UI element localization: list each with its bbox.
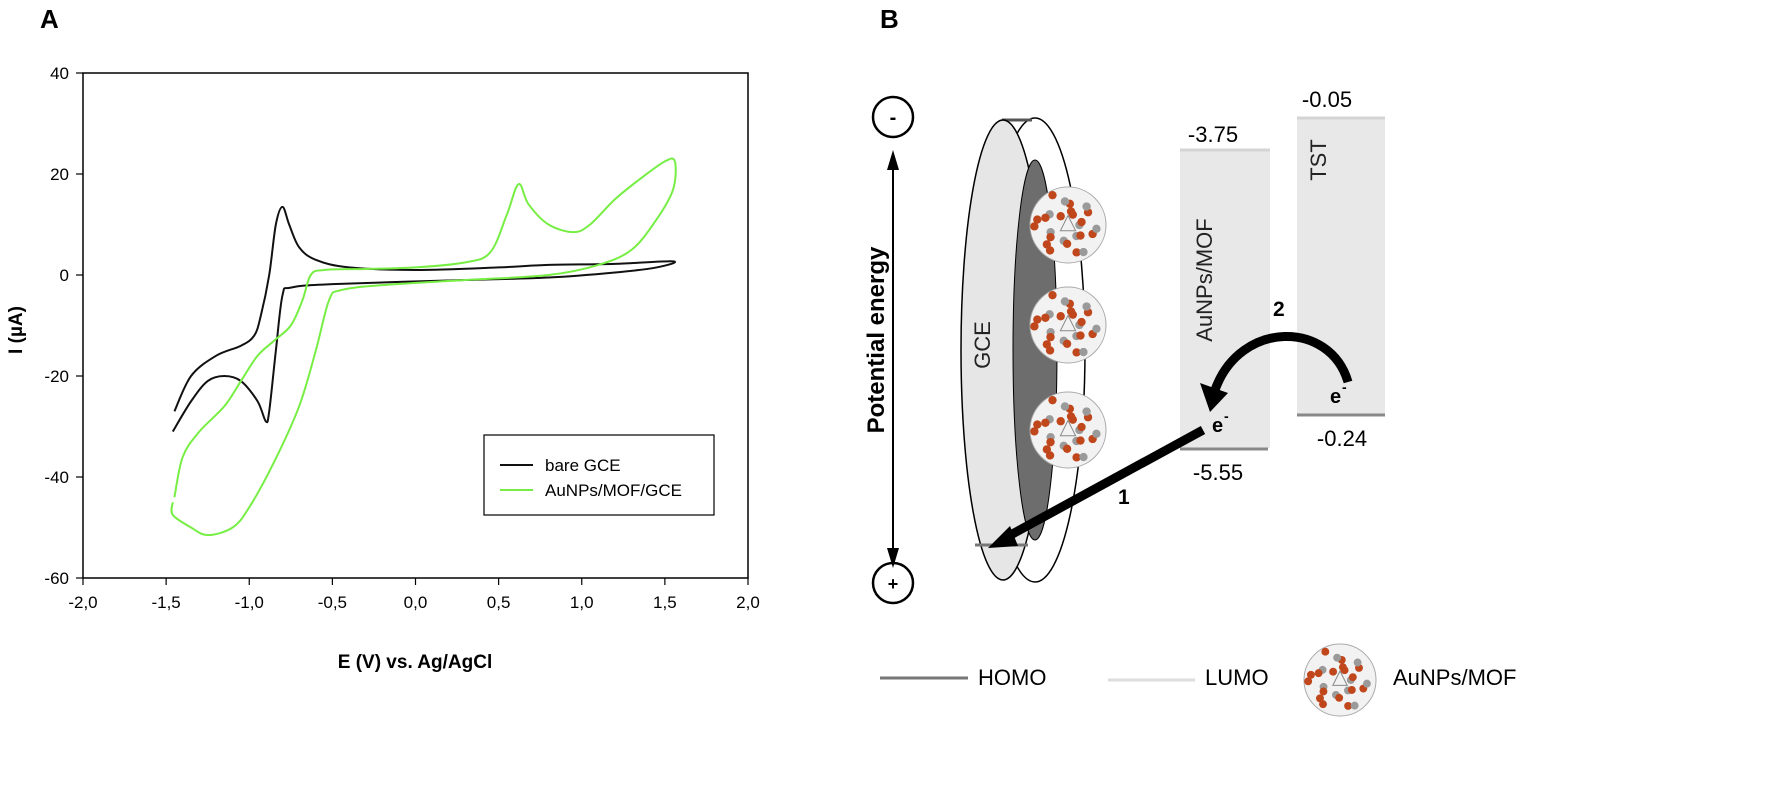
x-tick-label: 1,0	[570, 593, 594, 612]
y-tick-label: -60	[44, 569, 69, 588]
electron-mof: e -	[1212, 408, 1229, 437]
x-tick-label: -1,0	[235, 593, 264, 612]
svg-text:e: e	[1212, 415, 1223, 437]
arrow-2-head-icon	[1200, 383, 1228, 412]
aunps-mof-particles	[1029, 186, 1107, 469]
homo-legend-label: HOMO	[978, 665, 1046, 690]
tst-homo-value: -0.24	[1317, 426, 1367, 451]
x-tick-label: 2,0	[736, 593, 760, 612]
cv-chart: -2,0 -1,5 -1,0 -0,5 0,0 0,5 1,0 1,5 2,0 40 20 0 -20 -…	[6, 64, 760, 673]
transfer-arrow-1-icon	[1002, 426, 1206, 542]
legend-label-aunps-mof-gce: AuNPs/MOF/GCE	[545, 481, 682, 500]
y-tick-label: 20	[50, 165, 69, 184]
x-tick-label: -1,5	[151, 593, 180, 612]
potential-energy-double-arrow-icon	[887, 150, 899, 568]
electron-tst: e -	[1330, 379, 1347, 408]
potential-energy-label: Potential energy	[863, 246, 890, 433]
diagram-legend: HOMO LUMO AuNPs/MOF	[880, 643, 1516, 717]
step-2-label: 2	[1273, 298, 1285, 321]
y-axis-label: I (µA)	[6, 306, 27, 354]
aunps-mof-particle-icon	[1303, 643, 1377, 717]
legend: bare GCE AuNPs/MOF/GCE	[483, 434, 715, 516]
legend-box	[483, 434, 715, 516]
aunps-mof-homo-value: -5.55	[1193, 460, 1243, 485]
panel-label-b: B	[880, 4, 899, 34]
x-tick-label: 0,5	[487, 593, 511, 612]
aunps-mof-particle-icon	[1029, 286, 1107, 364]
aunps-mof-particle-icon	[1029, 391, 1107, 469]
y-tick-label: 40	[50, 64, 69, 83]
series-line-bare-gce	[171, 205, 676, 433]
svg-text:e: e	[1330, 386, 1341, 408]
panel-label-a: A	[40, 4, 59, 34]
negative-sign: -	[890, 107, 897, 129]
arrow-1-head-icon	[988, 526, 1018, 548]
lumo-legend-label: LUMO	[1205, 665, 1269, 690]
x-axis-label: E (V) vs. Ag/AgCl	[338, 652, 492, 673]
tst-lumo-value: -0.05	[1302, 87, 1352, 112]
aunps-mof-band-label: AuNPs/MOF	[1192, 218, 1217, 341]
svg-text:-: -	[1342, 379, 1347, 395]
energy-diagram: - + Potential energy GCE -3.75 -5.55 AuN…	[863, 87, 1516, 717]
aunps-mof-particle-icon	[1029, 186, 1107, 264]
y-tick-label: 0	[60, 266, 69, 285]
x-tick-label: -2,0	[68, 593, 97, 612]
step-1-label: 1	[1118, 486, 1130, 509]
legend-label-bare-gce: bare GCE	[545, 456, 621, 475]
gce-label: GCE	[970, 321, 995, 369]
aunps-mof-band	[1180, 150, 1270, 448]
series-line-aunps-mof-gce	[170, 157, 677, 537]
aunps-mof-legend-label: AuNPs/MOF	[1393, 665, 1516, 690]
x-tick-label: -0,5	[318, 593, 347, 612]
x-tick-label: 1,5	[653, 593, 677, 612]
positive-sign: +	[888, 574, 899, 594]
negative-pole-circle	[871, 95, 915, 139]
aunps-mof-lumo-value: -3.75	[1188, 122, 1238, 147]
y-tick-label: -20	[44, 367, 69, 386]
transfer-arrow-2-icon	[1210, 332, 1353, 392]
aunps-mof-particle-icon	[1303, 643, 1377, 717]
x-tick-label: 0,0	[404, 593, 428, 612]
y-tick-label: -40	[44, 468, 69, 487]
tst-band-label: TST	[1306, 139, 1331, 181]
svg-text:-: -	[1224, 408, 1229, 424]
